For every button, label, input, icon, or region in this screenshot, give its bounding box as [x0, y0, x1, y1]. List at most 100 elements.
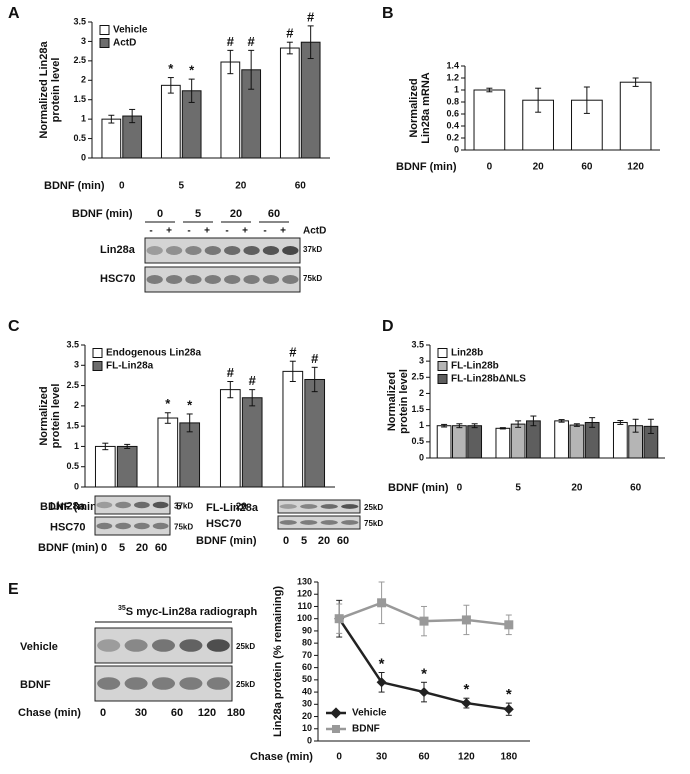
bar — [569, 424, 585, 459]
error-bar — [486, 87, 493, 93]
y-tick-label: 90 — [302, 625, 312, 635]
x-tick-label: 0 — [457, 483, 463, 494]
blot-band — [124, 639, 148, 652]
blot-sign: - — [225, 226, 228, 237]
blot-lane-label: 5 — [301, 535, 307, 547]
blot-row-label: HSC70 — [50, 521, 85, 533]
blot-lane-label: 0 — [101, 542, 107, 554]
significance-marker: * — [189, 63, 195, 78]
error-bar — [164, 412, 171, 424]
y-tick-label: 2 — [74, 400, 79, 410]
blot-x-label: BDNF (min) — [196, 535, 257, 547]
y-axis-label: Normalized Lin28a — [38, 41, 50, 139]
error-bar — [249, 389, 256, 407]
blot-group: 20 — [230, 208, 242, 220]
y-axis-label: protein level — [398, 369, 410, 434]
blot-lane-label: 60 — [337, 535, 349, 547]
blot-band — [341, 504, 359, 509]
x-tick-label: 20 — [236, 502, 248, 513]
blot-sign: + — [242, 226, 248, 237]
error-bar — [167, 77, 174, 94]
legend-swatch — [99, 38, 110, 48]
y-tick-label: 2.5 — [66, 380, 79, 390]
blot-row-label: HSC70 — [206, 518, 241, 530]
legend-label: Endogenous Lin28a — [106, 348, 201, 359]
x-tick-label: 60 — [630, 483, 642, 494]
bar — [612, 421, 628, 459]
blot-sign: + — [280, 226, 286, 237]
error-bar — [558, 419, 565, 423]
blot-band — [262, 275, 280, 284]
blot-band — [185, 275, 202, 284]
error-bar — [647, 418, 654, 434]
blot-row-label: HSC70 — [100, 273, 135, 285]
error-bar — [102, 442, 109, 451]
point — [377, 598, 387, 608]
blot-band — [179, 677, 203, 690]
x-axis-label: BDNF (min) — [396, 161, 457, 173]
panel-letter: A — [8, 5, 20, 22]
y-tick-label: 1.4 — [446, 60, 459, 70]
x-tick-label: 0 — [119, 181, 125, 192]
point — [503, 704, 514, 715]
blot-band — [165, 275, 183, 284]
bar — [554, 420, 569, 459]
blot-lane-label: 0 — [283, 535, 289, 547]
significance-marker: # — [289, 345, 297, 360]
blot-band — [146, 275, 163, 284]
bar — [436, 425, 452, 459]
significance-marker: # — [248, 34, 256, 49]
blot-sign: + — [166, 226, 172, 237]
y-tick-label: 130 — [297, 576, 312, 586]
legend-label: FL-Lin28b — [451, 361, 499, 372]
error-bar — [129, 108, 136, 124]
blot-row — [144, 237, 301, 264]
bar — [94, 445, 116, 488]
y-tick-label: 0.6 — [446, 108, 459, 118]
blot-band — [115, 522, 131, 530]
y-axis-label: protein level — [50, 58, 62, 123]
y-tick-label: 3 — [81, 36, 86, 46]
significance-marker: * — [506, 686, 512, 703]
y-tick-label: 0.5 — [73, 133, 86, 143]
error-bar — [515, 420, 522, 428]
bar — [279, 47, 300, 159]
blot-size: 25kD — [364, 503, 383, 512]
blot-band — [243, 275, 260, 284]
y-axis-label: Normalized — [38, 386, 50, 445]
blot-band — [97, 639, 121, 652]
legend-label: FL-Lin28bΔNLS — [451, 374, 526, 385]
x-tick-label: 60 — [418, 752, 430, 763]
blot-row-label: Lin28a — [100, 244, 136, 256]
legend-label: FL-Lin28a — [106, 361, 154, 372]
y-tick-label: 40 — [302, 686, 312, 696]
y-tick-label: 3.5 — [73, 16, 86, 26]
blot-sign: + — [204, 226, 210, 237]
blot-band — [282, 246, 299, 255]
bar — [157, 417, 179, 488]
y-axis-label: protein level — [50, 384, 62, 449]
blot-row-label: BDNF — [20, 679, 51, 691]
y-tick-label: 0 — [74, 481, 79, 491]
error-bar — [124, 443, 131, 449]
error-bar — [286, 41, 293, 55]
significance-marker: * — [187, 397, 193, 412]
y-tick-label: 2.5 — [73, 55, 86, 65]
blot-band — [341, 520, 359, 525]
significance-marker: # — [307, 9, 315, 24]
x-tick-label: 20 — [235, 181, 247, 192]
point — [376, 677, 387, 688]
y-tick-label: 0.2 — [446, 132, 459, 142]
blot-lane-label: 60 — [155, 542, 167, 554]
significance-marker: * — [165, 396, 171, 411]
legend-swatch — [92, 361, 103, 371]
x-axis-label: BDNF (min) — [40, 501, 101, 513]
error-bar — [499, 427, 506, 430]
error-bar — [456, 423, 463, 429]
legend-swatch — [99, 25, 110, 35]
x-tick-label: 0 — [336, 752, 342, 763]
y-tick-label: 1.5 — [411, 404, 424, 414]
error-bar — [573, 423, 580, 427]
blot-band — [152, 501, 169, 509]
significance-marker: # — [227, 34, 235, 49]
